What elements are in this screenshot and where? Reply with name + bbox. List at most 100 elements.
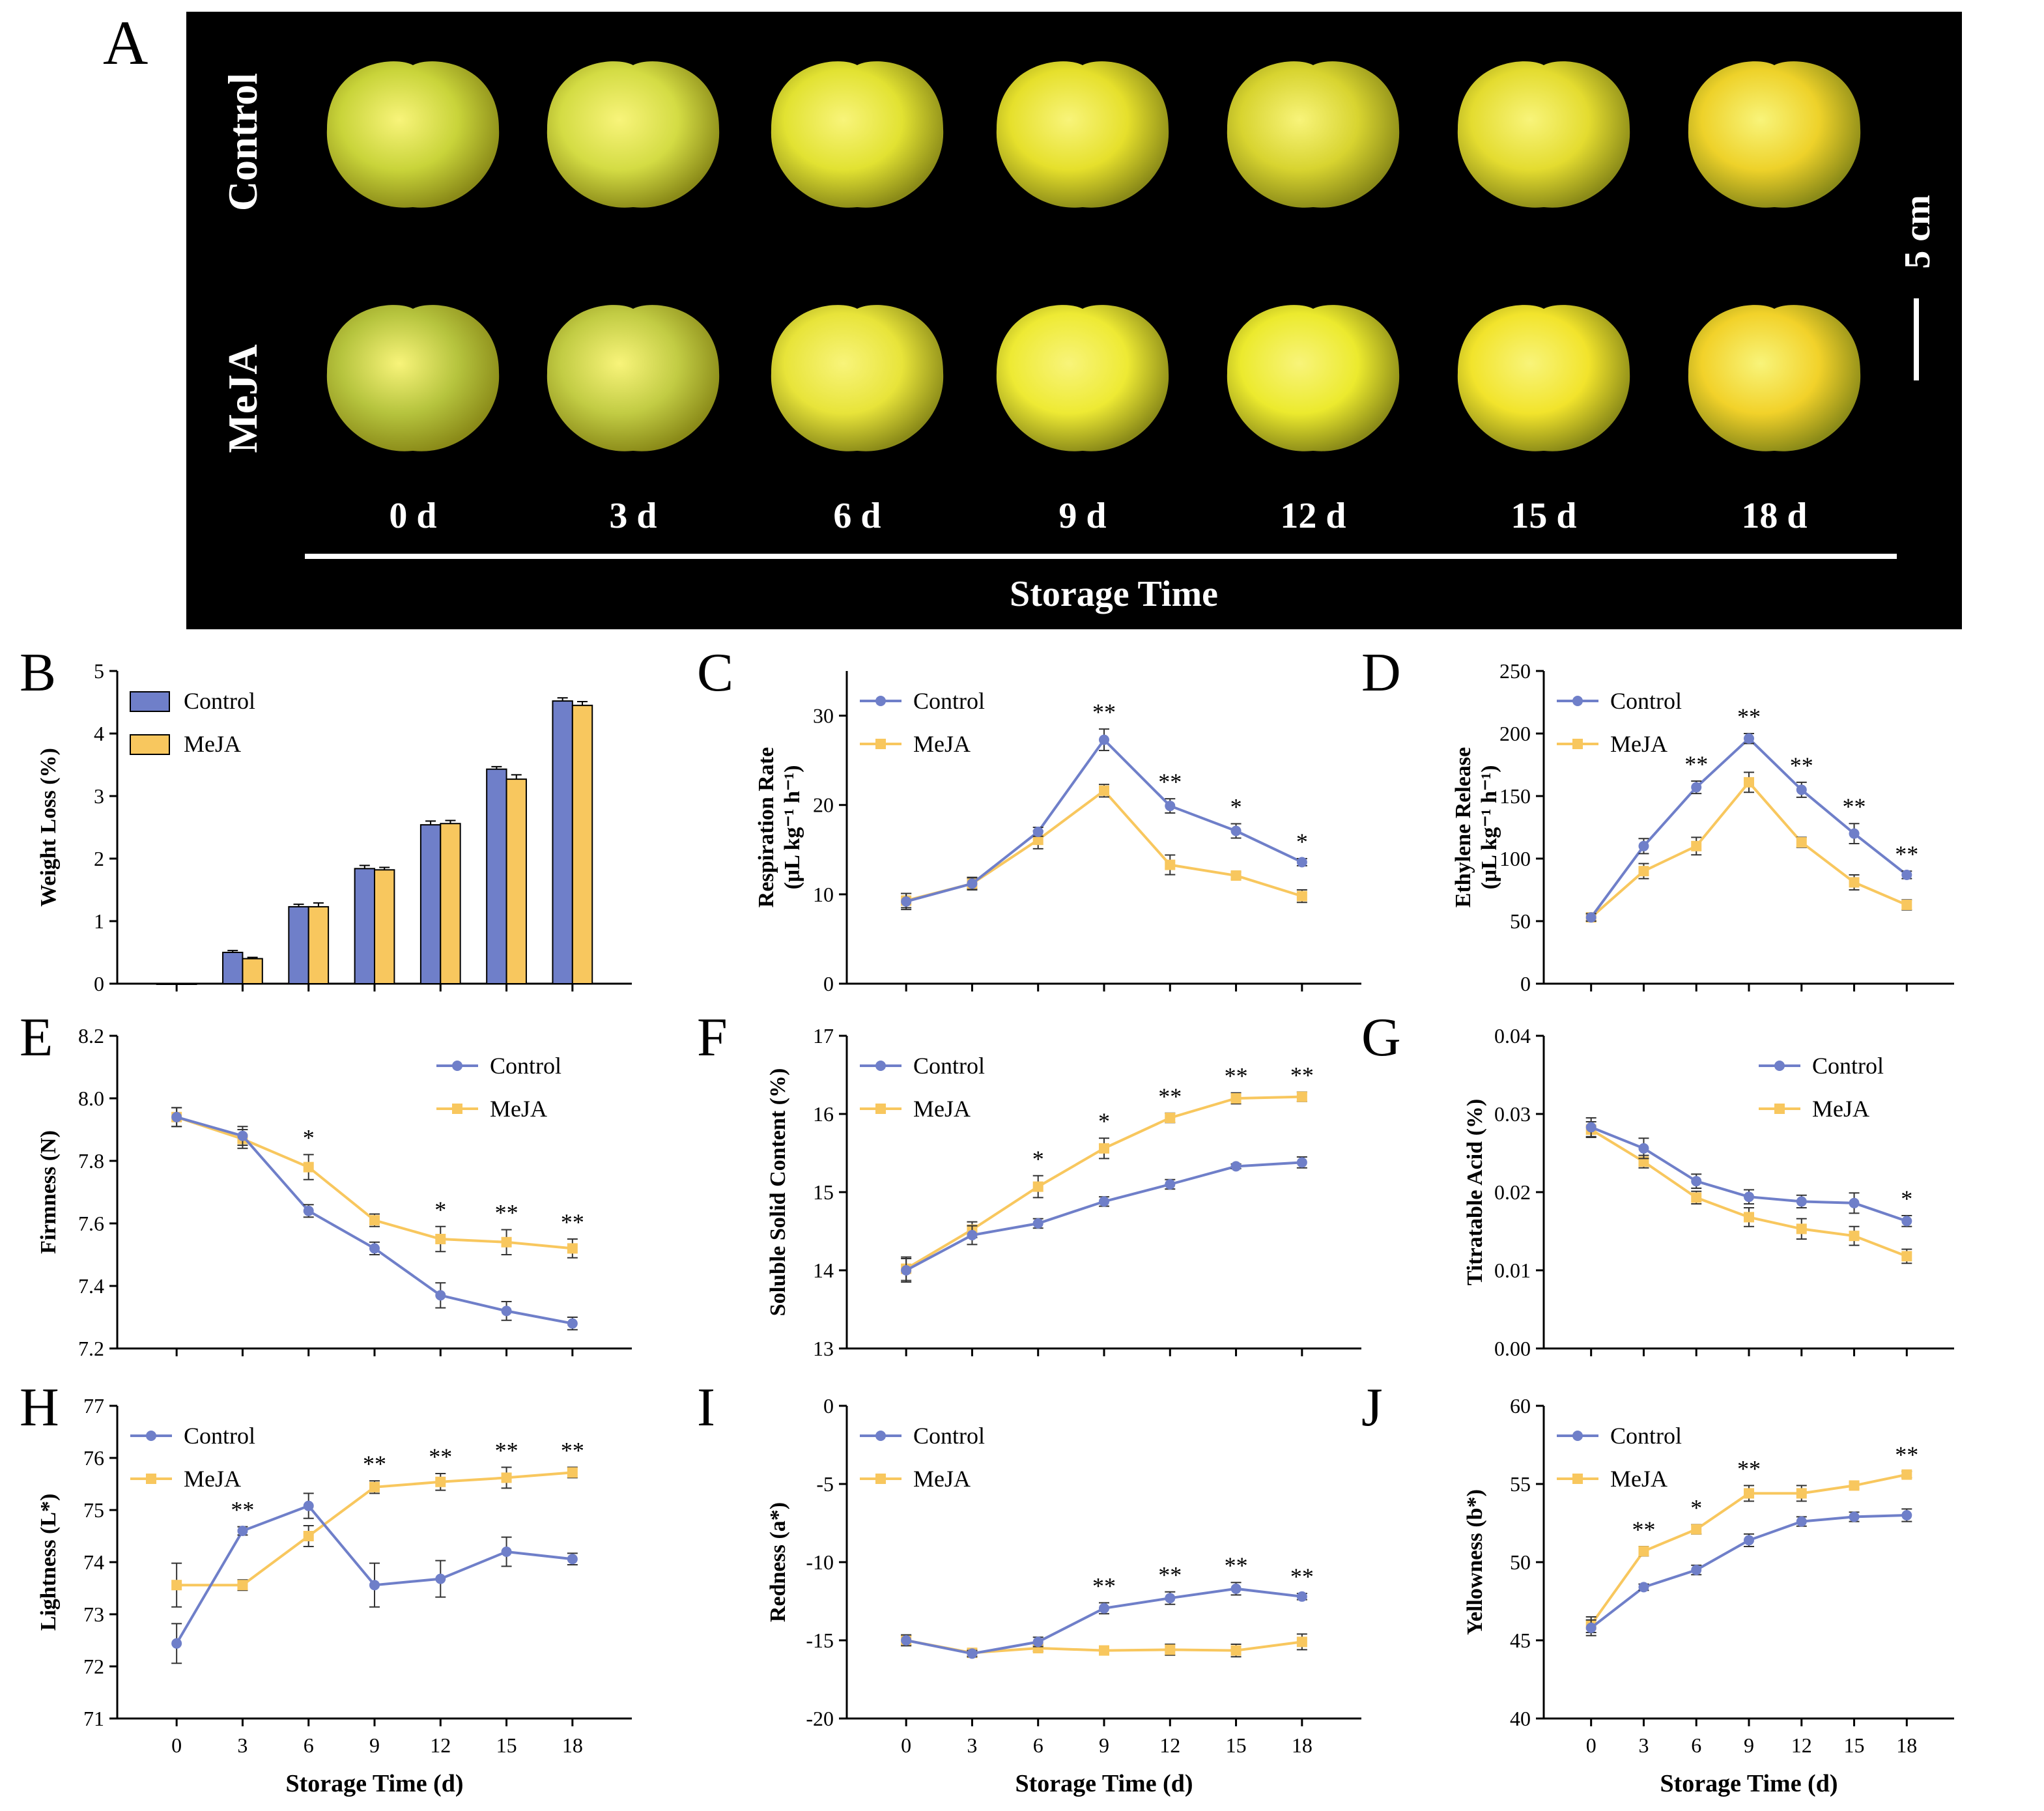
y-tick-label: 50: [1510, 1550, 1531, 1574]
x-tick-label: 9: [369, 1733, 380, 1757]
bar-meja: [374, 869, 395, 985]
point-control: [901, 896, 912, 907]
legend-marker-control: [1774, 1061, 1785, 1071]
bar-control: [486, 768, 507, 984]
point-control: [1691, 782, 1702, 793]
x-tick-label: 0: [171, 1733, 182, 1757]
y-axis-label-units: (μL kg⁻¹ h⁻¹): [1477, 765, 1501, 890]
legend-label-control: Control: [1812, 1053, 1884, 1079]
y-tick-label: 0.03: [1494, 1102, 1531, 1126]
x-tick-label: 18: [1896, 1733, 1917, 1757]
y-tick-label: 55: [1510, 1472, 1531, 1496]
apple-meja-day-15: [1457, 305, 1630, 451]
point-meja: [1099, 785, 1109, 796]
x-axis-label: Storage Time (d): [1660, 1770, 1838, 1797]
point-meja: [237, 1580, 248, 1591]
y-tick-label: 0: [823, 1394, 834, 1418]
legend-marker-control: [875, 696, 886, 706]
legend-label-control: Control: [490, 1053, 561, 1079]
legend-marker-control: [452, 1061, 462, 1071]
point-control: [1638, 840, 1649, 851]
point-control: [967, 878, 978, 889]
series-line-control: [1590, 1126, 1907, 1223]
y-tick-label: 73: [83, 1603, 104, 1626]
y-tick-label: -20: [806, 1707, 834, 1730]
significance-marker: *: [434, 1197, 446, 1223]
y-tick-label: -15: [806, 1629, 834, 1652]
panel-letter-f: F: [697, 1007, 728, 1068]
point-control: [1744, 1191, 1754, 1203]
point-meja: [501, 1236, 512, 1248]
apple-meja-day-12: [1227, 305, 1400, 451]
y-tick-label: 10: [813, 883, 834, 906]
chart-B: B 0 1 2 3 4 5 Weight Loss (%) Control MeJA: [20, 642, 632, 995]
y-tick-label: 17: [813, 1024, 834, 1048]
x-axis-label: Storage Time (d): [285, 1770, 463, 1797]
day-label: 9 d: [1058, 496, 1106, 536]
y-tick-label: 75: [83, 1498, 104, 1522]
point-meja: [1296, 1636, 1307, 1647]
scale-bar-label: 5 cm: [1897, 195, 1938, 269]
point-control: [1796, 1516, 1807, 1527]
legend-label-control: Control: [913, 688, 985, 714]
y-axis-label: Titratable Acid (%): [1463, 1099, 1487, 1285]
point-meja: [1901, 900, 1912, 911]
point-control: [501, 1305, 512, 1317]
y-tick-label: 0: [94, 972, 104, 995]
legend-label-control: Control: [913, 1423, 985, 1449]
point-meja: [1691, 1192, 1702, 1203]
y-tick-label: 60: [1510, 1394, 1531, 1418]
apple-meja-day-9: [996, 305, 1169, 451]
y-tick-label: 71: [83, 1707, 104, 1730]
y-tick-label: 3: [94, 784, 104, 808]
point-control: [1032, 1636, 1043, 1647]
y-tick-label: 0.00: [1494, 1337, 1531, 1360]
significance-marker: **: [1895, 841, 1918, 867]
y-tick-label: 8.0: [78, 1087, 104, 1110]
y-tick-label: 0.01: [1494, 1259, 1531, 1282]
x-tick-label: 6: [304, 1733, 314, 1757]
point-control: [1638, 1143, 1649, 1154]
day-label: 0 d: [389, 496, 436, 536]
legend-marker-control: [146, 1431, 156, 1441]
x-tick-label: 15: [496, 1733, 517, 1757]
day-label: 6 d: [833, 496, 881, 536]
y-tick-label: 15: [813, 1180, 834, 1204]
point-meja: [1230, 1093, 1242, 1104]
significance-marker: **: [1158, 1083, 1182, 1109]
legend-marker-meja: [875, 1104, 886, 1114]
day-label: 18 d: [1741, 496, 1807, 536]
significance-marker: *: [303, 1124, 315, 1150]
series-line-control: [1590, 736, 1908, 919]
point-meja: [501, 1472, 512, 1483]
point-control: [1165, 1593, 1176, 1604]
point-control: [1691, 1176, 1702, 1187]
point-meja: [567, 1243, 578, 1254]
significance-marker: **: [231, 1497, 254, 1523]
point-meja: [1744, 777, 1754, 788]
panel-letter-e: E: [20, 1007, 53, 1068]
point-control: [435, 1290, 446, 1301]
point-control: [1849, 1511, 1860, 1522]
panel-letter-b: B: [20, 642, 56, 703]
y-tick-label: 4: [94, 722, 104, 745]
legend-marker-control: [1572, 696, 1583, 706]
point-meja: [1638, 1546, 1649, 1557]
point-control: [1849, 828, 1860, 839]
point-meja: [1296, 1091, 1307, 1102]
point-meja: [435, 1476, 446, 1487]
point-meja: [1165, 1644, 1176, 1655]
apple-control-day-9: [996, 61, 1169, 208]
y-tick-label: 40: [1510, 1707, 1531, 1730]
legend-label-meja: MeJA: [1610, 731, 1668, 757]
y-tick-label: 100: [1499, 847, 1531, 870]
point-control: [967, 1230, 978, 1240]
x-tick-label: 15: [1844, 1733, 1865, 1757]
x-tick-label: 12: [430, 1733, 451, 1757]
point-meja: [303, 1531, 314, 1541]
significance-marker: **: [1684, 751, 1708, 777]
significance-marker: *: [1296, 829, 1308, 855]
y-tick-label: 77: [83, 1394, 104, 1418]
